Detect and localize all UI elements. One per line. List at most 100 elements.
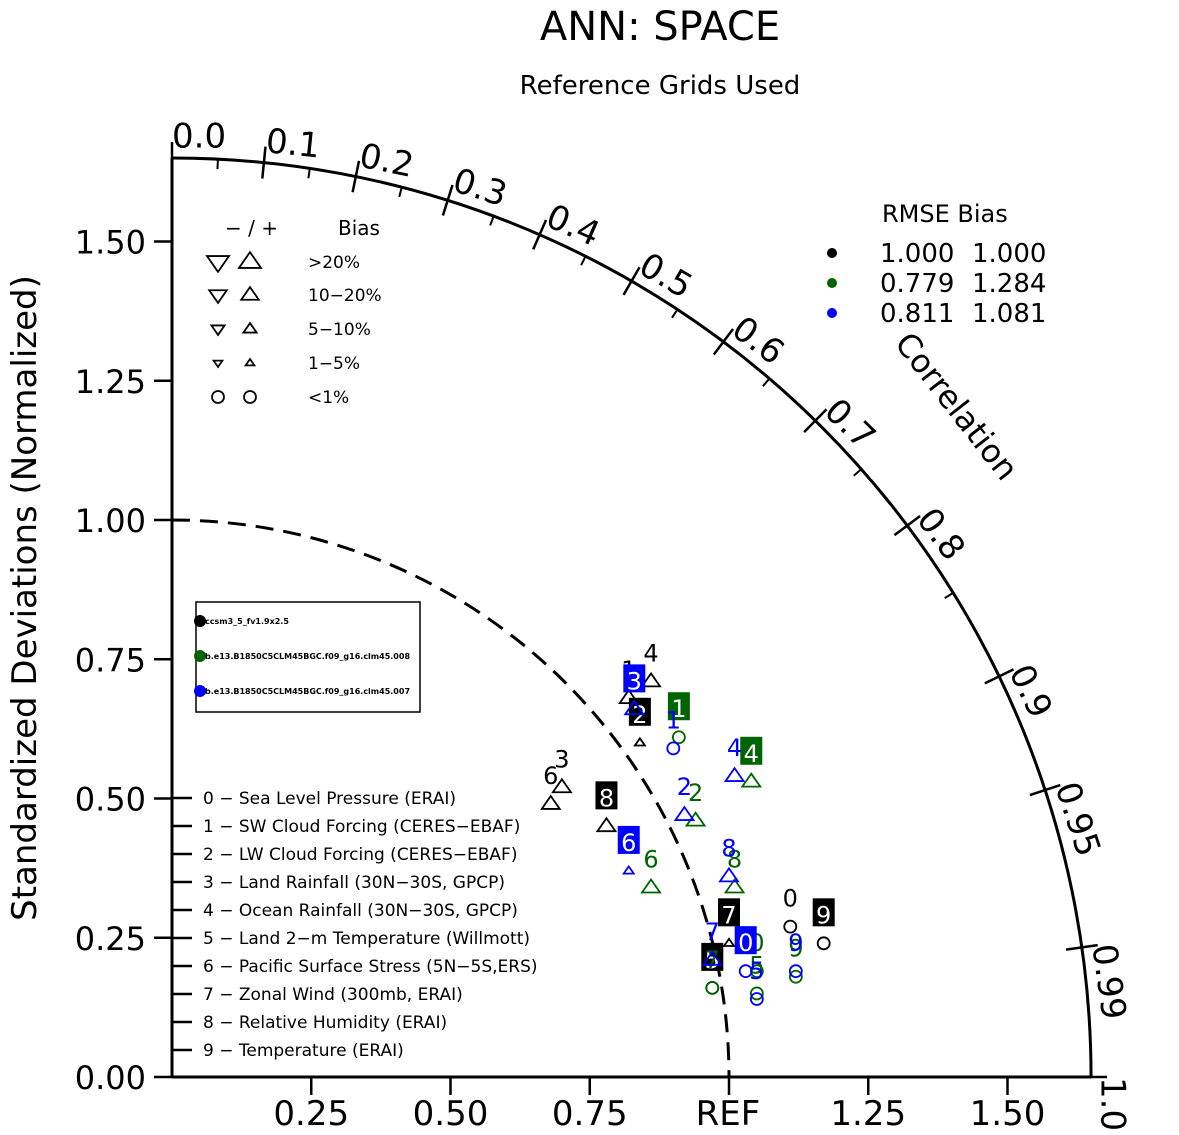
corr-tick xyxy=(722,328,735,343)
data-point-label: 7 xyxy=(705,946,720,974)
corr-tick xyxy=(1044,783,1061,792)
data-points: 012345678901234567890123456789 xyxy=(540,640,835,1006)
data-point-marker xyxy=(705,980,720,995)
variable-legend-item: 1 − SW Cloud Forcing (CERES−EBAF) xyxy=(203,817,520,837)
data-point-marker xyxy=(633,736,647,747)
corr-tick xyxy=(814,408,828,422)
corr-minor-tick xyxy=(580,255,587,266)
data-point-label: 0 xyxy=(738,929,753,957)
data-point-label: 6 xyxy=(621,829,636,857)
corr-tick-label: 0.9 xyxy=(1000,658,1060,724)
rmse-legend-header: RMSE Bias xyxy=(882,200,1008,228)
bias-legend-label: 5−10% xyxy=(308,320,371,340)
case-legend-dot xyxy=(194,615,206,627)
data-point-label-box xyxy=(734,926,757,955)
data-point-label: 8 xyxy=(727,846,742,874)
data-point-marker xyxy=(723,766,746,782)
chart-subtitle: Reference Grids Used xyxy=(520,71,801,101)
corr-minor-tick xyxy=(944,592,954,599)
corr-tick-inner xyxy=(622,280,633,296)
corr-tick xyxy=(998,668,1015,678)
data-point-label-box xyxy=(812,898,835,927)
corr-tick-label: 0.3 xyxy=(448,161,512,215)
case-legend-name: ccsm3_5_fv1.9x2.5 xyxy=(205,617,289,626)
corr-tick-label: 0.1 xyxy=(264,121,322,166)
data-point-label: 7 xyxy=(705,918,720,946)
data-point-label-box xyxy=(740,736,763,765)
data-point-label-box xyxy=(623,664,646,693)
corr-tick-inner xyxy=(984,675,1000,685)
data-point-marker xyxy=(640,877,662,894)
y-ticks: 0.00 0.25 0.50 0.75 1.00 1.25 1.50 xyxy=(75,224,172,1097)
data-point-label: 9 xyxy=(816,901,831,929)
data-point-marker xyxy=(701,950,724,966)
bias-legend-down-marker xyxy=(211,359,225,369)
data-point-marker xyxy=(749,992,764,1006)
data-point-label: 9 xyxy=(788,929,803,957)
outer-arc xyxy=(171,156,1093,1078)
data-point-label: 8 xyxy=(721,834,736,862)
corr-tick-label: 1.0 xyxy=(1093,1077,1133,1131)
case-legend-name: b.e13.B1850C5CLM45BGC.f09_g16.clm45.008 xyxy=(205,652,410,661)
bias-legend-signs: − / + xyxy=(225,216,278,240)
rmse-legend-dot xyxy=(827,248,837,258)
y-tick-label: 1.25 xyxy=(75,363,146,401)
bias-legend-circle-marker xyxy=(243,390,257,404)
data-point-marker xyxy=(622,864,636,875)
rmse-legend-bias: 1.000 xyxy=(972,239,1046,269)
corr-tick-inner xyxy=(532,234,541,250)
corr-tick-label: 0.6 xyxy=(724,309,791,373)
x-tick-label: 1.25 xyxy=(830,1094,906,1134)
corr-minor-tick xyxy=(853,468,862,477)
data-point-marker xyxy=(816,936,831,951)
variable-legend-item: 5 − Land 2−m Temperature (Willmott) xyxy=(203,929,530,949)
data-point-label-box xyxy=(628,697,651,726)
corr-minor-tick xyxy=(216,159,219,170)
data-point-marker xyxy=(788,964,803,979)
data-point-label: 2 xyxy=(677,773,692,801)
corr-minor-tick xyxy=(762,377,771,387)
data-point-label: 8 xyxy=(599,784,614,812)
corr-minor-tick xyxy=(398,186,403,198)
corr-minor-tick xyxy=(671,308,679,319)
corr-tick-inner xyxy=(712,341,725,356)
corr-tick xyxy=(262,146,267,163)
ref-label: REF xyxy=(696,1094,761,1134)
data-point-marker xyxy=(788,969,803,984)
data-point-label-box xyxy=(595,781,618,810)
bias-legend-down-marker xyxy=(207,289,229,305)
x-tick-label: 0.75 xyxy=(552,1094,628,1134)
rmse-legend-bias: 1.284 xyxy=(972,269,1046,299)
data-point-label: 5 xyxy=(705,946,720,974)
data-point-label: 1 xyxy=(671,695,686,723)
y-tick-label: 0.00 xyxy=(75,1059,146,1097)
data-point-marker xyxy=(749,986,764,1001)
data-point-marker xyxy=(684,811,707,827)
x-tick-label: 0.50 xyxy=(413,1094,489,1134)
corr-tick xyxy=(1081,943,1098,949)
x-tick-label: 1.50 xyxy=(970,1094,1046,1134)
corr-tick xyxy=(906,514,921,527)
rmse-legend-dot xyxy=(827,308,837,318)
data-point-label: 0 xyxy=(783,885,798,913)
data-point-marker xyxy=(783,919,798,934)
chart-title: ANN: SPACE xyxy=(540,4,780,50)
rmse-legend-rmse: 0.779 xyxy=(880,269,954,299)
data-point-label: 3 xyxy=(627,667,642,695)
bias-legend-down-marker xyxy=(209,324,227,337)
data-point-label: 2 xyxy=(688,779,703,807)
data-point-label: 4 xyxy=(744,740,759,768)
data-point-marker xyxy=(722,937,736,947)
data-point-label: 4 xyxy=(727,734,742,762)
variable-legend-item: 2 − LW Cloud Forcing (CERES−EBAF) xyxy=(203,845,517,865)
case-legend-box xyxy=(195,601,421,713)
data-point-label-box xyxy=(667,692,690,721)
corr-minor-tick xyxy=(489,215,495,226)
x-ticks: 0.25 0.50 0.75 1.25 1.50 xyxy=(273,1077,1045,1134)
rmse-legend-bias: 1.081 xyxy=(972,299,1046,329)
corr-tick xyxy=(630,266,641,282)
variable-legend-item: 7 − Zonal Wind (300mb, ERAI) xyxy=(203,985,463,1005)
data-point-label: 3 xyxy=(554,745,569,773)
